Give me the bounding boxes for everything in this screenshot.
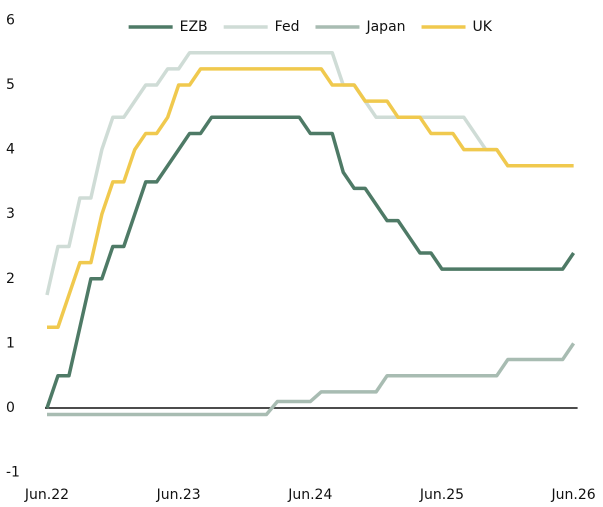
line-series — [45, 115, 576, 409]
y-tick-label: 6 — [6, 12, 15, 28]
legend-label: Japan — [365, 19, 405, 35]
y-tick-label: 5 — [6, 77, 15, 93]
legend-label: UK — [473, 19, 493, 35]
y-tick-label: 4 — [6, 142, 15, 158]
x-tick-label: Jun.23 — [156, 487, 201, 503]
line-series — [47, 342, 576, 417]
y-tick-label: 3 — [6, 206, 15, 222]
x-tick-label: Jun.26 — [551, 487, 596, 503]
line-series — [47, 67, 574, 329]
y-tick-label: -1 — [6, 465, 20, 481]
y-tick-label: 1 — [6, 335, 15, 351]
x-tick-label: Jun.24 — [287, 487, 332, 503]
y-tick-label: 0 — [6, 400, 15, 416]
x-tick-label: Jun.22 — [24, 487, 69, 503]
legend-label: EZB — [180, 19, 208, 35]
legend-label: Fed — [275, 19, 300, 35]
y-tick-label: 2 — [6, 271, 15, 287]
x-tick-label: Jun.25 — [419, 487, 464, 503]
